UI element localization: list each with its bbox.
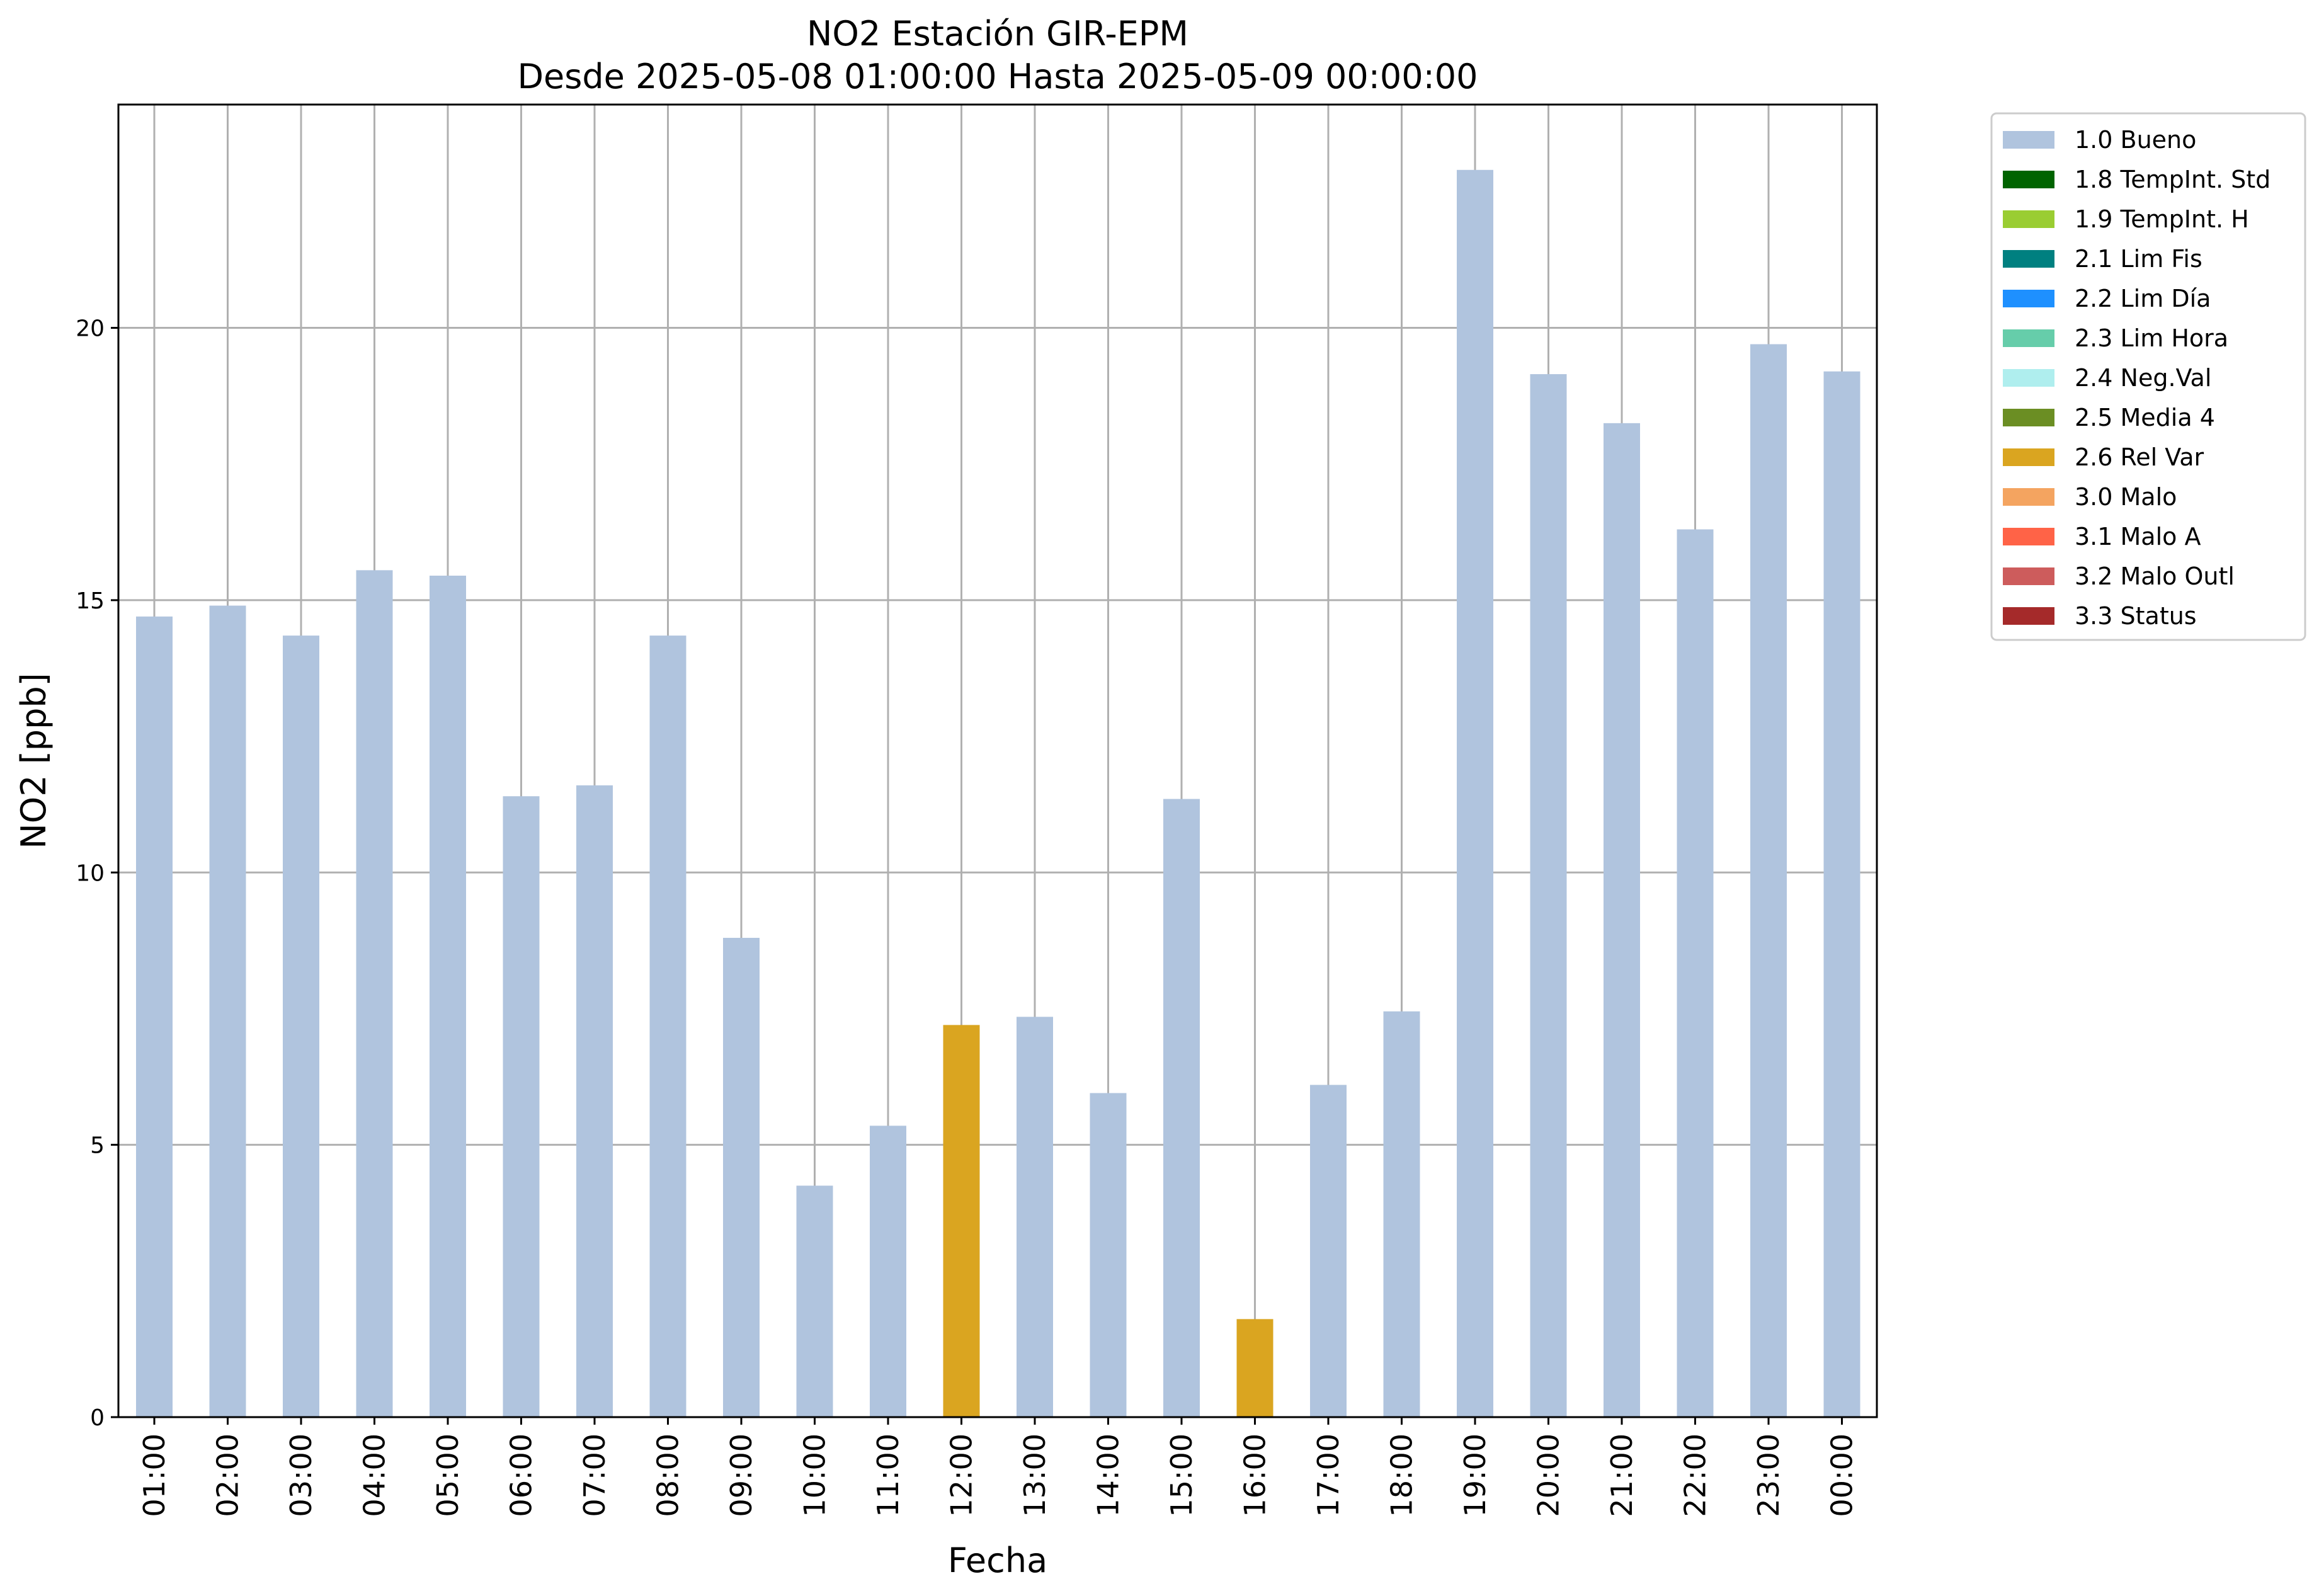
x-tick-label: 11:00 [871, 1434, 905, 1517]
bar [1236, 1319, 1273, 1417]
legend-swatch [2003, 607, 2054, 625]
bar [136, 616, 173, 1418]
x-tick-label: 02:00 [211, 1434, 245, 1517]
bar [1823, 371, 1860, 1418]
legend-frame [1990, 112, 2306, 641]
legend-label: 1.9 TempInt. H [2075, 205, 2249, 233]
bar [649, 636, 687, 1417]
bar [1750, 344, 1787, 1417]
bar [1310, 1085, 1347, 1417]
x-tick-label: 04:00 [358, 1434, 392, 1517]
legend-swatch [2003, 290, 2054, 307]
bar [943, 1025, 980, 1417]
legend-swatch [2003, 210, 2054, 228]
legend-swatch [2003, 171, 2054, 188]
x-tick-label: 15:00 [1165, 1434, 1199, 1517]
bar [503, 796, 540, 1417]
x-ticks: 01:00 02:00 03:00 04:00 05:00 06:00 07:00 08:00… [137, 1417, 1859, 1517]
x-tick-label: 12:00 [945, 1434, 979, 1517]
x-tick-label: 18:00 [1385, 1434, 1419, 1517]
legend-swatch [2003, 567, 2054, 585]
bar [576, 785, 613, 1417]
bar [1017, 1017, 1053, 1417]
y-tick-label: 5 [90, 1133, 105, 1159]
chart-subtitle: Desde 2025-05-08 01:00:00 Hasta 2025-05-… [517, 57, 1478, 96]
bar [1530, 374, 1567, 1417]
bar [1457, 169, 1493, 1418]
y-tick-label: 0 [90, 1405, 105, 1431]
legend: 1.0 Bueno 1.8 TempInt. Std 1.9 TempInt. H 2… [1990, 112, 2306, 641]
legend-label: 3.2 Malo Outl [2075, 562, 2235, 590]
legend-swatch [2003, 329, 2054, 347]
bar [1604, 423, 1640, 1418]
y-tick-label: 10 [76, 860, 105, 886]
bar [1090, 1093, 1127, 1417]
x-tick-label: 19:00 [1458, 1434, 1492, 1517]
legend-label: 1.8 TempInt. Std [2075, 166, 2271, 193]
bar [1677, 529, 1714, 1417]
bar [723, 938, 760, 1417]
x-tick-label: 22:00 [1678, 1434, 1712, 1517]
legend-swatch [2003, 409, 2054, 426]
legend-label: 2.3 Lim Hora [2075, 324, 2228, 352]
legend-label: 2.6 Rel Var [2075, 443, 2204, 471]
x-tick-label: 21:00 [1605, 1434, 1639, 1517]
legend-label: 3.0 Malo [2075, 483, 2177, 511]
x-tick-label: 07:00 [578, 1434, 612, 1517]
bar [430, 575, 466, 1417]
x-tick-label: 05:00 [431, 1434, 465, 1517]
bar [1163, 799, 1200, 1417]
legend-swatch [2003, 131, 2054, 149]
y-tick-label: 20 [76, 316, 105, 342]
x-tick-label: 17:00 [1311, 1434, 1345, 1517]
legend-label: 2.4 Neg.Val [2075, 364, 2211, 392]
legend-swatch [2003, 250, 2054, 268]
plot-frame [117, 103, 1878, 1418]
bar [356, 570, 393, 1417]
bar [870, 1126, 906, 1417]
x-tick-label: 08:00 [651, 1434, 685, 1517]
legend-label: 2.2 Lim Día [2075, 285, 2211, 312]
legend-swatch [2003, 488, 2054, 506]
legend-swatch [2003, 448, 2054, 466]
x-tick-label: 23:00 [1752, 1434, 1786, 1517]
bar [796, 1185, 833, 1417]
chart-title: NO2 Estación GIR-EPM [807, 14, 1188, 54]
bar [1383, 1011, 1420, 1417]
bars [136, 169, 1860, 1418]
legend-label: 3.3 Status [2075, 602, 2197, 630]
bar [283, 636, 319, 1417]
x-tick-label: 03:00 [284, 1434, 318, 1517]
y-ticks: 0 5 10 15 20 [76, 316, 118, 1431]
x-tick-label: 00:00 [1825, 1434, 1859, 1517]
x-tick-label: 16:00 [1238, 1434, 1272, 1517]
x-tick-label: 13:00 [1018, 1434, 1052, 1517]
legend-swatch [2003, 528, 2054, 545]
x-tick-label: 06:00 [504, 1434, 538, 1517]
x-axis-label: Fecha [948, 1541, 1047, 1580]
x-tick-label: 01:00 [137, 1434, 171, 1517]
legend-label: 2.5 Media 4 [2075, 404, 2215, 431]
x-tick-label: 20:00 [1532, 1434, 1566, 1517]
bar [209, 605, 246, 1417]
x-tick-label: 14:00 [1091, 1434, 1125, 1517]
y-tick-label: 15 [76, 588, 105, 614]
x-tick-label: 09:00 [724, 1434, 758, 1517]
y-axis-label: NO2 [ppb] [14, 673, 54, 848]
legend-label: 3.1 Malo A [2075, 523, 2201, 550]
legend-swatch [2003, 369, 2054, 387]
x-tick-label: 10:00 [798, 1434, 832, 1517]
legend-label: 1.0 Bueno [2075, 126, 2196, 154]
legend-label: 2.1 Lim Fis [2075, 245, 2202, 273]
